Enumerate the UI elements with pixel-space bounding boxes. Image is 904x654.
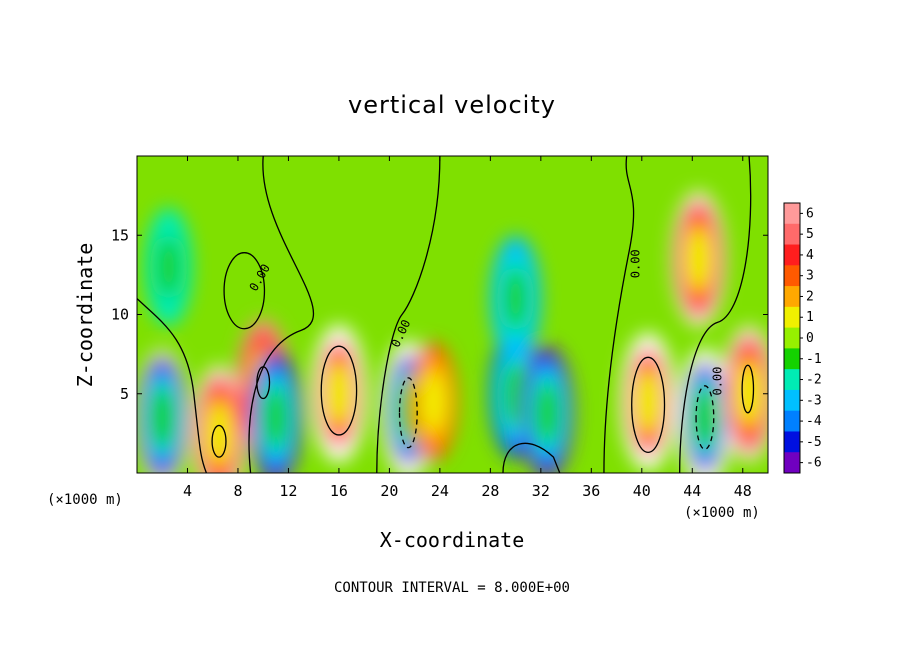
velocity-field — [137, 191, 768, 473]
contour-line — [223, 252, 266, 330]
colorbar-label-0: 0 — [806, 331, 814, 346]
contour-line — [679, 156, 752, 473]
colorbar-label-2: 2 — [806, 289, 814, 304]
field-cell-3 — [249, 351, 303, 473]
field-ring — [535, 382, 560, 444]
field-ring — [156, 236, 181, 298]
colorbar-label-5: 5 — [806, 227, 814, 242]
contour-line — [695, 385, 715, 450]
y-tick-label-10: 10 — [111, 306, 129, 324]
field-cell-9 — [620, 332, 676, 471]
field-ring — [736, 363, 762, 425]
colorbar-swatch — [784, 369, 800, 391]
contour-line — [603, 156, 635, 473]
field-cell-0 — [137, 350, 190, 473]
field-cell-8 — [520, 346, 574, 473]
field-ring — [503, 268, 528, 330]
field-ring — [326, 363, 352, 425]
x-axis-label: X-coordinate — [380, 528, 525, 552]
field-cell-10 — [671, 191, 726, 327]
colorbar-swatch — [784, 348, 800, 370]
y-axis-label: Z-coordinate — [73, 243, 97, 388]
field-ring — [692, 387, 718, 448]
field-ring — [206, 402, 232, 464]
field-ring — [263, 387, 288, 448]
field-ring — [635, 371, 661, 433]
x-tick-label-48: 48 — [734, 482, 752, 500]
field-ring — [421, 371, 446, 433]
colorbar-swatch — [784, 223, 800, 246]
contour-line — [256, 366, 271, 400]
contour-line — [320, 345, 358, 436]
field-cell-14 — [490, 235, 541, 362]
field-ring — [150, 387, 175, 448]
colorbar-swatch — [784, 452, 800, 474]
plot-area: 0.000.000.000.00 — [137, 156, 768, 473]
colorbar-swatch — [784, 327, 800, 349]
x-tick-label-44: 44 — [683, 482, 701, 500]
y-axis-ticks: 5 10 15 — [111, 226, 768, 403]
colorbar-swatch — [784, 203, 800, 225]
contour-line — [211, 424, 227, 458]
colorbar-swatch — [784, 265, 800, 287]
colorbar-label--6: -6 — [806, 456, 822, 471]
colorbar-label-1: 1 — [806, 310, 814, 325]
x-tick-label-4: 4 — [183, 482, 192, 500]
contour-line — [137, 298, 208, 473]
field-cell-6 — [410, 342, 458, 461]
y-tick-label-5: 5 — [120, 385, 129, 403]
x-tick-label-12: 12 — [279, 482, 297, 500]
contour-label-2: 0.00 — [628, 249, 642, 278]
colorbar-swatch — [784, 306, 800, 329]
colorbar-label-3: 3 — [806, 269, 814, 284]
contour-label-3: 0.00 — [710, 367, 724, 396]
colorbar-label--3: -3 — [806, 393, 822, 408]
x-unit-label-left: (×1000 m) — [47, 492, 123, 508]
zero-contours: 0.000.000.000.00 — [137, 156, 755, 473]
colorbar-swatch — [784, 410, 800, 432]
x-tick-label-28: 28 — [481, 482, 499, 500]
x-axis-ticks: 4 8 12 16 20 24 28 32 36 40 44 48 — [183, 156, 752, 500]
x-tick-label-36: 36 — [582, 482, 600, 500]
colorbar-label--4: -4 — [806, 414, 822, 429]
x-tick-label-16: 16 — [330, 482, 348, 500]
x-tick-label-8: 8 — [233, 482, 242, 500]
x-unit-label-right: (×1000 m) — [684, 505, 760, 521]
colorbar-swatch — [784, 286, 800, 308]
colorbar-label--2: -2 — [806, 373, 822, 388]
x-tick-label-24: 24 — [431, 482, 449, 500]
contour-line — [741, 364, 755, 414]
colorbar-swatch — [784, 431, 800, 453]
field-cell-4 — [311, 324, 367, 463]
field-ring — [686, 228, 711, 290]
x-tick-label-40: 40 — [633, 482, 651, 500]
colorbar-label-6: 6 — [806, 206, 814, 221]
colorbar-label-4: 4 — [806, 248, 814, 263]
colorbar-swatch — [784, 389, 800, 412]
chart-title: vertical velocity — [348, 91, 556, 119]
y-tick-label-15: 15 — [111, 226, 129, 244]
contour-line — [248, 156, 315, 473]
colorbar: 6 5 4 3 2 1 0 -1 -2 -3 -4 -5 -6 — [783, 202, 822, 474]
colorbar-label--1: -1 — [806, 352, 822, 367]
field-cell-13 — [144, 207, 193, 327]
contour-interval-text: CONTOUR INTERVAL = 8.000E+00 — [334, 580, 570, 596]
contour-line — [376, 156, 441, 473]
contour-line — [502, 442, 561, 473]
contour-line — [398, 377, 418, 449]
field-cell-12 — [722, 326, 768, 462]
contour-line — [631, 356, 666, 454]
colorbar-swatch — [784, 244, 800, 266]
x-tick-label-32: 32 — [532, 482, 550, 500]
x-tick-label-20: 20 — [380, 482, 398, 500]
colorbar-label--5: -5 — [806, 435, 822, 450]
